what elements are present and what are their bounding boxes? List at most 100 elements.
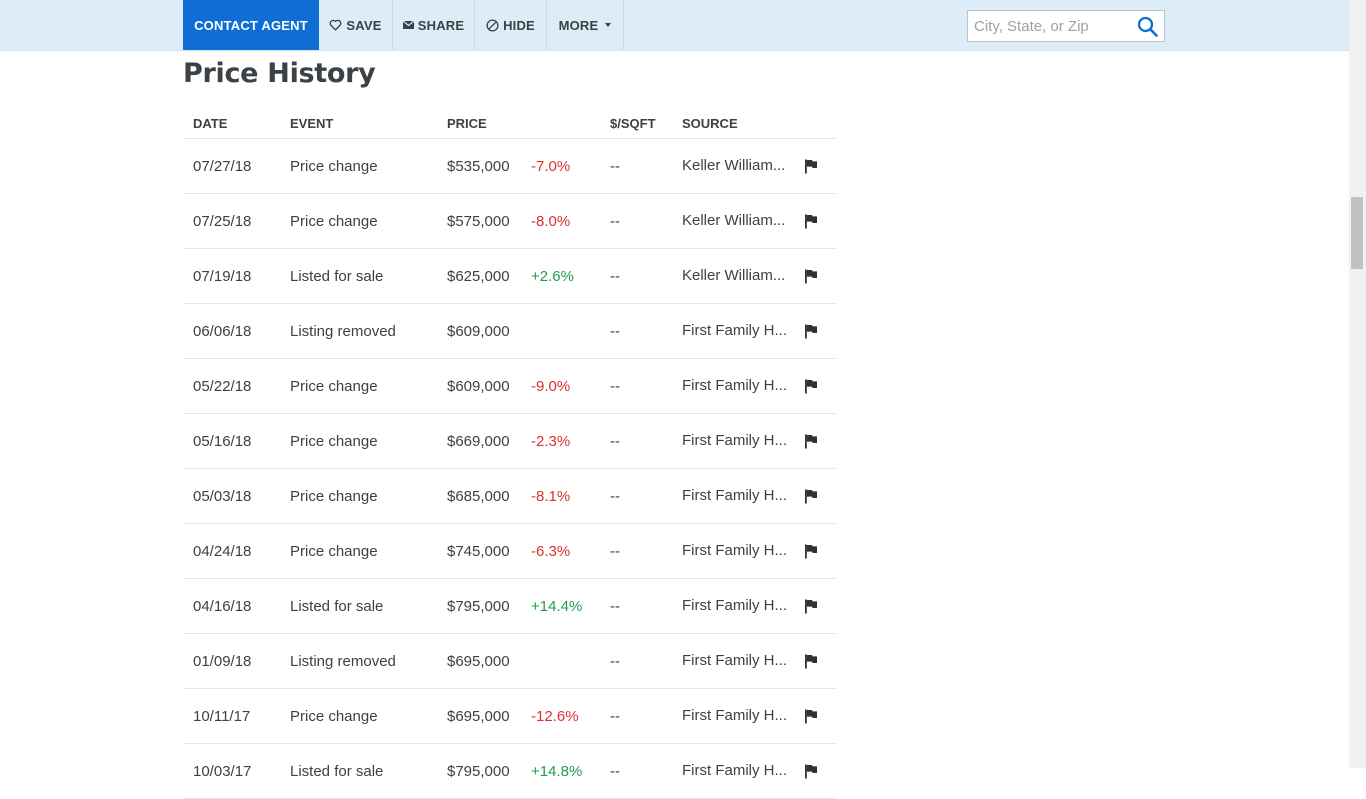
sqft-cell: -- bbox=[610, 487, 620, 505]
table-row: 06/06/18 Listing removed $609,000 -- First F… bbox=[183, 304, 836, 359]
event-cell: Price change bbox=[290, 542, 378, 560]
date-cell: 07/19/18 bbox=[193, 267, 252, 285]
table-row: 07/27/18 Price change $535,000 -7.0% -- Kelle… bbox=[183, 139, 836, 194]
table-row: 05/03/18 Price change $685,000 -8.1% -- First… bbox=[183, 469, 836, 524]
flag-icon[interactable] bbox=[804, 579, 818, 633]
event-cell: Listed for sale bbox=[290, 762, 384, 780]
date-cell: 07/27/18 bbox=[193, 157, 252, 175]
change-cell: -9.0% bbox=[531, 377, 571, 395]
contact-agent-button[interactable]: CONTACT AGENT bbox=[183, 0, 319, 50]
flag-icon[interactable] bbox=[804, 744, 818, 798]
hide-button[interactable]: HIDE bbox=[475, 0, 547, 50]
header-price: PRICE bbox=[447, 116, 487, 131]
flag-icon[interactable] bbox=[804, 249, 818, 303]
hide-label: HIDE bbox=[503, 17, 535, 33]
change-cell: -6.3% bbox=[531, 542, 571, 560]
sqft-cell: -- bbox=[610, 322, 620, 340]
save-label: SAVE bbox=[346, 17, 382, 33]
source-cell: First Family H... bbox=[682, 542, 787, 559]
heart-icon bbox=[329, 19, 342, 31]
event-cell: Listed for sale bbox=[290, 597, 384, 615]
price-cell: $609,000 bbox=[447, 377, 510, 395]
price-cell: $685,000 bbox=[447, 487, 510, 505]
price-cell: $669,000 bbox=[447, 432, 510, 450]
date-cell: 07/25/18 bbox=[193, 212, 252, 230]
vertical-scrollbar[interactable] bbox=[1349, 0, 1366, 768]
change-cell: -7.0% bbox=[531, 157, 571, 175]
change-cell: -2.3% bbox=[531, 432, 571, 450]
price-cell: $609,000 bbox=[447, 322, 510, 340]
table-row: 01/09/18 Listing removed $695,000 -- First F… bbox=[183, 634, 836, 689]
date-cell: 06/06/18 bbox=[193, 322, 252, 340]
source-cell: Keller William... bbox=[682, 157, 786, 174]
source-cell: First Family H... bbox=[682, 377, 787, 394]
change-cell: +2.6% bbox=[531, 267, 574, 285]
source-cell: First Family H... bbox=[682, 487, 787, 504]
flag-icon[interactable] bbox=[804, 524, 818, 578]
table-row: 10/03/17 Listed for sale $795,000 +14.8% -- F… bbox=[183, 744, 836, 799]
price-cell: $575,000 bbox=[447, 212, 510, 230]
page-title: Price History bbox=[183, 58, 376, 89]
change-cell: +14.4% bbox=[531, 597, 583, 615]
event-cell: Price change bbox=[290, 157, 378, 175]
table-row: 05/16/18 Price change $669,000 -2.3% -- First… bbox=[183, 414, 836, 469]
date-cell: 10/03/17 bbox=[193, 762, 252, 780]
date-cell: 04/16/18 bbox=[193, 597, 252, 615]
table-row: 07/25/18 Price change $575,000 -8.0% -- Kelle… bbox=[183, 194, 836, 249]
table-body: 07/27/18 Price change $535,000 -7.0% -- Kelle… bbox=[183, 139, 836, 799]
search-box bbox=[967, 10, 1165, 42]
date-cell: 01/09/18 bbox=[193, 652, 252, 670]
source-cell: First Family H... bbox=[682, 432, 787, 449]
event-cell: Price change bbox=[290, 212, 378, 230]
event-cell: Price change bbox=[290, 707, 378, 725]
scrollbar-thumb[interactable] bbox=[1351, 197, 1363, 269]
header-date: DATE bbox=[193, 116, 228, 131]
table-row: 07/19/18 Listed for sale $625,000 +2.6% -- Ke… bbox=[183, 249, 836, 304]
table-row: 05/22/18 Price change $609,000 -9.0% -- First… bbox=[183, 359, 836, 414]
source-cell: Keller William... bbox=[682, 212, 786, 229]
flag-icon[interactable] bbox=[804, 469, 818, 523]
share-button[interactable]: SHARE bbox=[393, 0, 475, 50]
date-cell: 04/24/18 bbox=[193, 542, 252, 560]
sqft-cell: -- bbox=[610, 707, 620, 725]
source-cell: Keller William... bbox=[682, 267, 786, 284]
change-cell: -8.0% bbox=[531, 212, 571, 230]
envelope-icon bbox=[402, 21, 414, 29]
event-cell: Listing removed bbox=[290, 652, 396, 670]
table-row: 04/16/18 Listed for sale $795,000 +14.4% -- F… bbox=[183, 579, 836, 634]
contact-agent-label: CONTACT AGENT bbox=[194, 17, 308, 33]
price-history-table: DATE EVENT PRICE $/SQFT SOURCE 07/27/18 P… bbox=[183, 108, 836, 799]
flag-icon[interactable] bbox=[804, 359, 818, 413]
price-cell: $625,000 bbox=[447, 267, 510, 285]
search-icon[interactable] bbox=[1137, 16, 1158, 42]
flag-icon[interactable] bbox=[804, 634, 818, 688]
price-cell: $695,000 bbox=[447, 707, 510, 725]
flag-icon[interactable] bbox=[804, 304, 818, 358]
sqft-cell: -- bbox=[610, 762, 620, 780]
more-dropdown-button[interactable]: MORE bbox=[547, 0, 624, 50]
flag-icon[interactable] bbox=[804, 194, 818, 248]
date-cell: 05/03/18 bbox=[193, 487, 252, 505]
change-cell: +14.8% bbox=[531, 762, 583, 780]
source-cell: First Family H... bbox=[682, 597, 787, 614]
sqft-cell: -- bbox=[610, 432, 620, 450]
flag-icon[interactable] bbox=[804, 689, 818, 743]
action-toolbar: CONTACT AGENT SAVE SHARE HIDE MORE bbox=[0, 0, 1349, 51]
caret-down-icon bbox=[605, 23, 612, 27]
header-event: EVENT bbox=[290, 116, 334, 131]
source-cell: First Family H... bbox=[682, 762, 787, 779]
sqft-cell: -- bbox=[610, 157, 620, 175]
save-button[interactable]: SAVE bbox=[319, 0, 393, 50]
sqft-cell: -- bbox=[610, 212, 620, 230]
search-input[interactable] bbox=[968, 11, 1130, 41]
source-cell: First Family H... bbox=[682, 707, 787, 724]
flag-icon[interactable] bbox=[804, 139, 818, 193]
sqft-cell: -- bbox=[610, 267, 620, 285]
header-sqft: $/SQFT bbox=[610, 116, 656, 131]
sqft-cell: -- bbox=[610, 652, 620, 670]
share-label: SHARE bbox=[417, 17, 465, 33]
event-cell: Price change bbox=[290, 432, 378, 450]
event-cell: Listing removed bbox=[290, 322, 396, 340]
sqft-cell: -- bbox=[610, 542, 620, 560]
flag-icon[interactable] bbox=[804, 414, 818, 468]
